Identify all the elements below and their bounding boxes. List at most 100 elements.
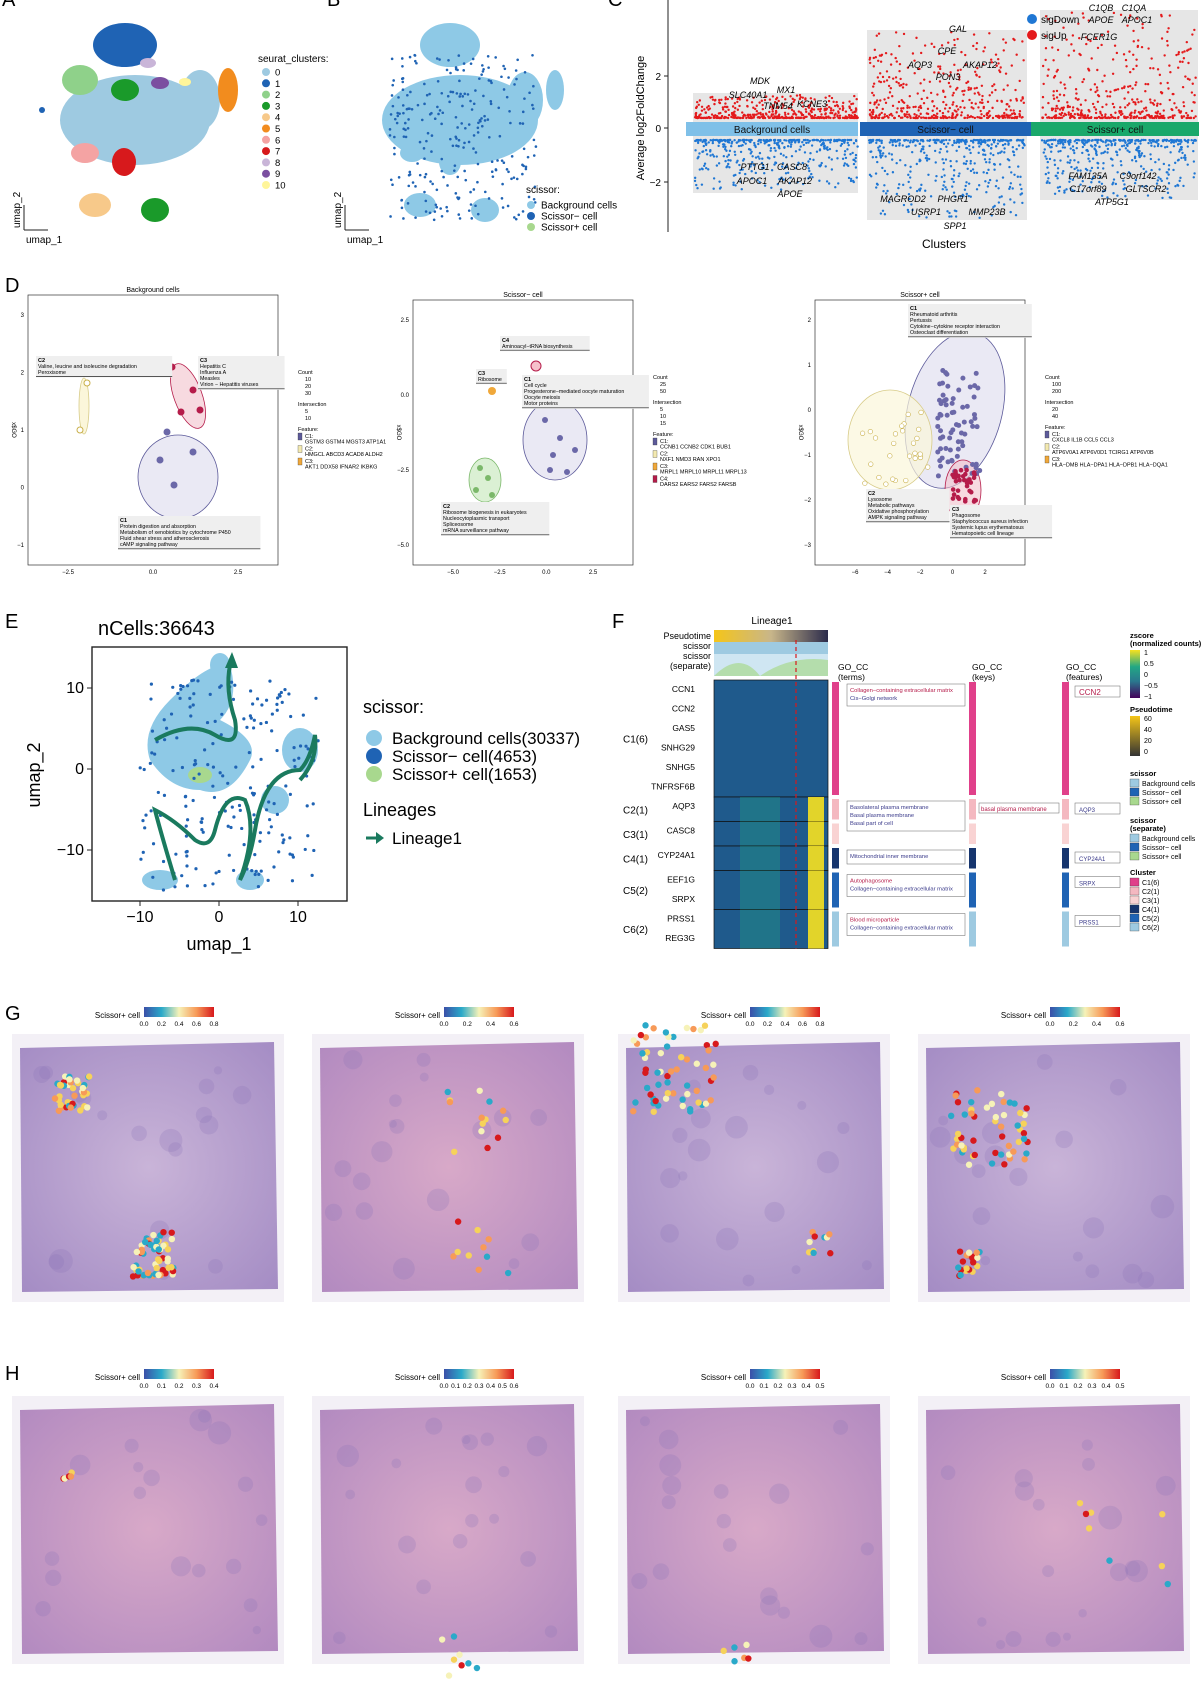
- c-up-dot: [1109, 90, 1112, 94]
- d-xtick: −6: [852, 570, 860, 576]
- umap-b-dot: [440, 214, 444, 218]
- c-down-dot: [837, 182, 840, 185]
- umap-b-dot: [467, 209, 471, 212]
- e-dot: [220, 712, 224, 716]
- c-down-dot: [1089, 169, 1092, 173]
- f-go-header: GO_CC: [838, 662, 868, 672]
- c-up-dot: [1071, 106, 1075, 109]
- c-down-dot: [1106, 151, 1109, 154]
- legend-a-swatch: [262, 79, 270, 88]
- c-down-dot: [1190, 138, 1193, 142]
- c-down-dot: [1149, 157, 1153, 161]
- c-up-dot: [1172, 92, 1175, 96]
- c-up-dot: [711, 95, 714, 99]
- c-down-dot: [904, 164, 907, 167]
- c-up-dot: [746, 113, 750, 117]
- legend-a-label: 6: [275, 135, 280, 146]
- legend-a-swatch: [262, 90, 270, 99]
- c-down-dot: [838, 138, 841, 142]
- spot: [133, 1248, 141, 1256]
- c-down-dot: [773, 163, 776, 166]
- c-up-dot: [902, 32, 906, 36]
- spot: [970, 1137, 977, 1144]
- c-up-dot: [913, 113, 916, 116]
- c-down-dot: [894, 144, 898, 148]
- c-up-dot: [971, 115, 974, 119]
- umap-b-dot: [481, 70, 485, 73]
- c-gene-label: APOC1: [1121, 15, 1153, 25]
- legend-a-swatch: [262, 158, 270, 167]
- umap-b-dot: [437, 112, 440, 116]
- c-gene-label: SPP1: [943, 221, 966, 231]
- c-down-dot: [751, 161, 754, 164]
- c-up-dot: [1000, 100, 1004, 103]
- c-down-dot: [801, 141, 804, 144]
- c-up-dot: [1100, 43, 1103, 47]
- umap-b-dot: [454, 115, 458, 119]
- umap-b-dot: [480, 117, 483, 120]
- c-down-dot: [790, 154, 794, 158]
- c-down-dot: [1049, 146, 1052, 149]
- c-up-dot: [1079, 103, 1083, 106]
- c-down-dot: [1079, 183, 1082, 186]
- c-scp-box: [1040, 10, 1198, 200]
- c-down-dot: [1167, 173, 1170, 176]
- c-down-dot: [826, 146, 829, 149]
- c-up-dot: [1128, 50, 1131, 53]
- e-dot: [193, 759, 197, 763]
- c-down-dot: [1103, 189, 1107, 192]
- c-down-dot: [711, 153, 714, 156]
- c-up-dot: [928, 80, 932, 83]
- f-cluster-row: C3(1) CASC8: [623, 821, 1069, 847]
- c-down-dot: [793, 139, 796, 142]
- c-up-dot: [1134, 83, 1137, 87]
- spot: [1020, 1135, 1028, 1143]
- c-down-dot: [802, 138, 806, 142]
- umap-b-dot: [459, 92, 462, 96]
- c-down-dot: [883, 213, 887, 216]
- f-cluster-label: C4(1): [623, 854, 648, 865]
- c-up-dot: [986, 100, 990, 104]
- c-up-dot: [721, 106, 725, 109]
- d-term-cluster: C1: [120, 518, 127, 524]
- c-down-dot: [1115, 150, 1118, 153]
- c-down-dot: [934, 179, 937, 182]
- c-down-dot: [897, 183, 901, 186]
- c-down-dot: [977, 184, 981, 187]
- c-down-dot: [761, 167, 764, 170]
- spot: [67, 1104, 74, 1111]
- c-up-dot: [809, 97, 813, 100]
- umap-b-dot: [401, 88, 405, 92]
- d-term-line: mRNA surveillance pathway: [443, 528, 509, 534]
- c-up-dot: [943, 95, 947, 99]
- spot: [1001, 1161, 1008, 1168]
- c-down-dot: [1054, 174, 1057, 178]
- c-up-dot: [1022, 101, 1026, 105]
- f-legend-pt-tick: 60: [1144, 716, 1152, 723]
- f-go-header: (keys): [972, 672, 995, 682]
- c-up-dot: [1063, 83, 1066, 86]
- c-up-dot: [733, 102, 737, 105]
- legend-a-label: 4: [275, 113, 280, 124]
- umap-b-dot: [478, 77, 481, 80]
- c-down-dot: [1096, 141, 1099, 145]
- umap-b-dot: [487, 66, 490, 69]
- c-down-dot: [1160, 144, 1163, 148]
- spot: [164, 1258, 171, 1265]
- c-up-dot: [1002, 88, 1005, 91]
- c-down-dot: [1134, 178, 1138, 182]
- c-up-dot: [947, 41, 950, 44]
- c-down-dot: [854, 160, 857, 163]
- c-down-dot: [999, 151, 1002, 154]
- c-up-dot: [700, 109, 704, 112]
- legend-a-label: 3: [275, 101, 280, 112]
- c-up-dot: [810, 110, 813, 114]
- c-down-dot: [744, 172, 747, 176]
- c-down-dot: [802, 143, 805, 147]
- c-down-dot: [1119, 160, 1123, 163]
- umap-b-dot: [476, 212, 480, 216]
- c-up-dot: [1112, 11, 1116, 15]
- e-dot: [298, 744, 303, 748]
- c-up-dot: [991, 106, 994, 110]
